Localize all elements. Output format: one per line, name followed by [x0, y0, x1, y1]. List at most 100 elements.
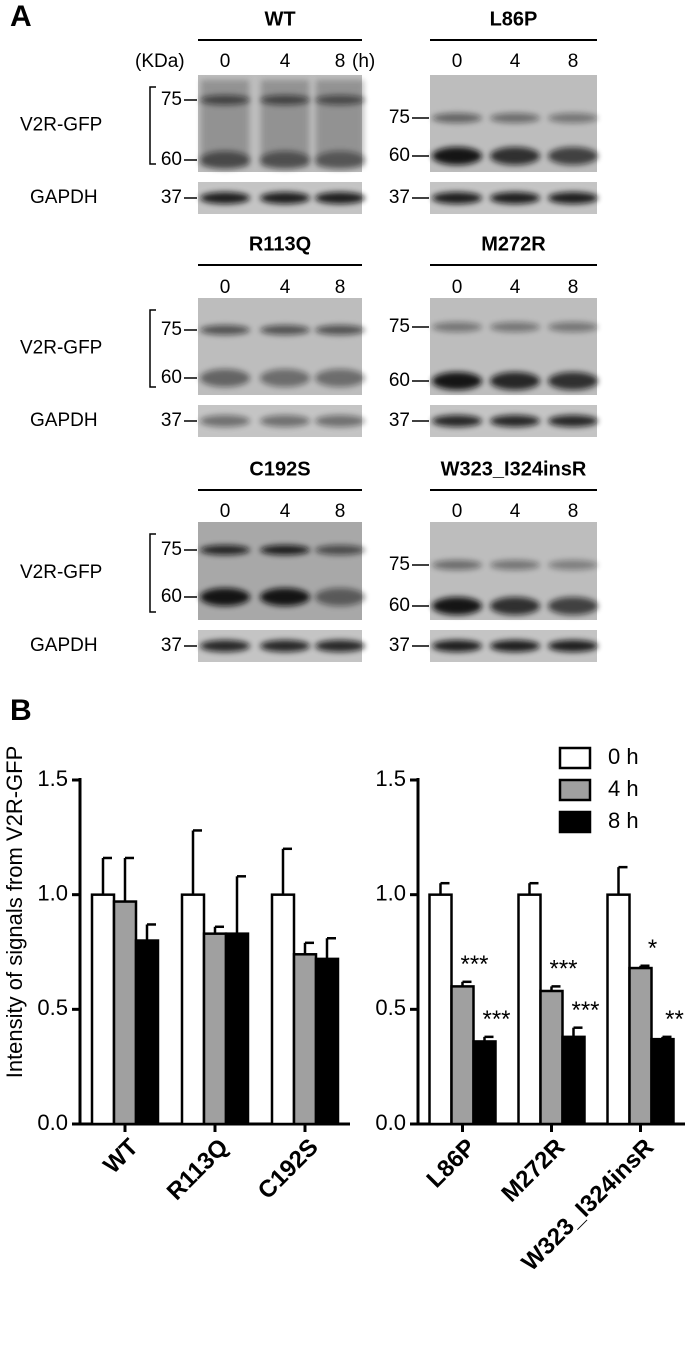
legend-swatch: [558, 810, 592, 834]
band: [548, 192, 598, 204]
significance: ***: [549, 956, 577, 983]
marker-label: 60: [161, 149, 182, 170]
band: [200, 325, 250, 335]
legend-label: 8 h: [608, 808, 639, 833]
time-label: 0: [220, 277, 231, 298]
bar: [561, 1035, 586, 1126]
y-tick-label: 1.5: [375, 766, 406, 791]
blot-title: W323_I324insR: [441, 458, 587, 480]
significance: ***: [482, 1006, 510, 1033]
band: [260, 95, 310, 105]
row-label: V2R-GFP: [20, 338, 102, 359]
legend-swatch: [558, 778, 592, 802]
significance: ***: [571, 997, 599, 1024]
row-label: V2R-GFP: [20, 115, 102, 136]
band: [200, 369, 250, 387]
y-tick-label: 1.5: [37, 766, 68, 791]
band: [548, 322, 598, 332]
band: [260, 415, 310, 427]
bracket: [149, 533, 156, 613]
band: [260, 369, 310, 387]
bar: [134, 939, 160, 1126]
legend-swatch: [558, 746, 592, 770]
band: [432, 113, 482, 123]
band: [548, 415, 598, 427]
bar: [270, 893, 296, 1126]
time-label: 4: [510, 51, 521, 72]
time-label: 0: [220, 501, 231, 522]
band: [432, 192, 482, 204]
marker-label: 37: [161, 410, 182, 431]
band: [315, 545, 365, 555]
band: [200, 588, 250, 606]
row-label: GAPDH: [30, 410, 98, 431]
band: [432, 640, 482, 652]
row-label: V2R-GFP: [20, 562, 102, 583]
panel-label: B: [10, 694, 32, 727]
legend-label: 4 h: [608, 776, 639, 801]
marker-label: 60: [389, 145, 410, 166]
time-label: 8: [335, 501, 346, 522]
bar: [314, 957, 340, 1126]
band: [432, 147, 482, 165]
band: [490, 192, 540, 204]
band: [490, 560, 540, 570]
band: [315, 151, 365, 169]
row-label: GAPDH: [30, 187, 98, 208]
bar: [450, 985, 475, 1126]
time-label: 8: [568, 51, 579, 72]
band: [315, 95, 365, 105]
bar: [224, 932, 250, 1126]
x-tick-label: R113Q: [162, 1134, 234, 1206]
band: [432, 372, 482, 390]
band: [548, 113, 598, 123]
band: [315, 325, 365, 335]
band: [490, 322, 540, 332]
band: [315, 588, 365, 606]
band: [315, 415, 365, 427]
band: [260, 545, 310, 555]
blot-title: C192S: [249, 458, 310, 480]
bracket: [149, 309, 156, 388]
band: [548, 560, 598, 570]
band: [260, 588, 310, 606]
y-tick-label: 0.0: [37, 1110, 68, 1135]
y-axis-label: Intensity of signals from V2R-GFP: [2, 746, 27, 1079]
blot-title: R113Q: [249, 233, 311, 255]
time-label: 4: [510, 277, 521, 298]
bar: [606, 893, 631, 1126]
time-label: 4: [280, 501, 291, 522]
band: [432, 560, 482, 570]
time-label: 0: [452, 51, 463, 72]
band: [260, 192, 310, 204]
marker-label: 37: [389, 410, 410, 431]
panel-label: A: [10, 0, 32, 33]
kda-label: (KDa): [135, 51, 185, 72]
band: [315, 369, 365, 387]
bar: [112, 900, 138, 1126]
band: [200, 545, 250, 555]
time-label: 8: [335, 51, 346, 72]
hour-label: (h): [352, 51, 375, 72]
band: [548, 640, 598, 652]
y-tick-label: 0.0: [375, 1110, 406, 1135]
blot-title: L86P: [490, 8, 538, 30]
time-label: 0: [452, 277, 463, 298]
time-label: 4: [280, 51, 291, 72]
bar: [539, 989, 564, 1126]
time-label: 8: [335, 277, 346, 298]
band: [200, 95, 250, 105]
bar: [90, 893, 116, 1126]
time-label: 0: [220, 51, 231, 72]
band: [260, 151, 310, 169]
y-tick-label: 1.0: [37, 880, 68, 905]
band: [432, 322, 482, 332]
significance: ***: [460, 951, 488, 978]
marker-label: 60: [161, 586, 182, 607]
marker-label: 37: [161, 635, 182, 656]
bar: [428, 893, 453, 1126]
marker-label: 75: [389, 554, 410, 575]
x-tick-label: C192S: [253, 1134, 324, 1205]
marker-label: 75: [161, 89, 182, 110]
